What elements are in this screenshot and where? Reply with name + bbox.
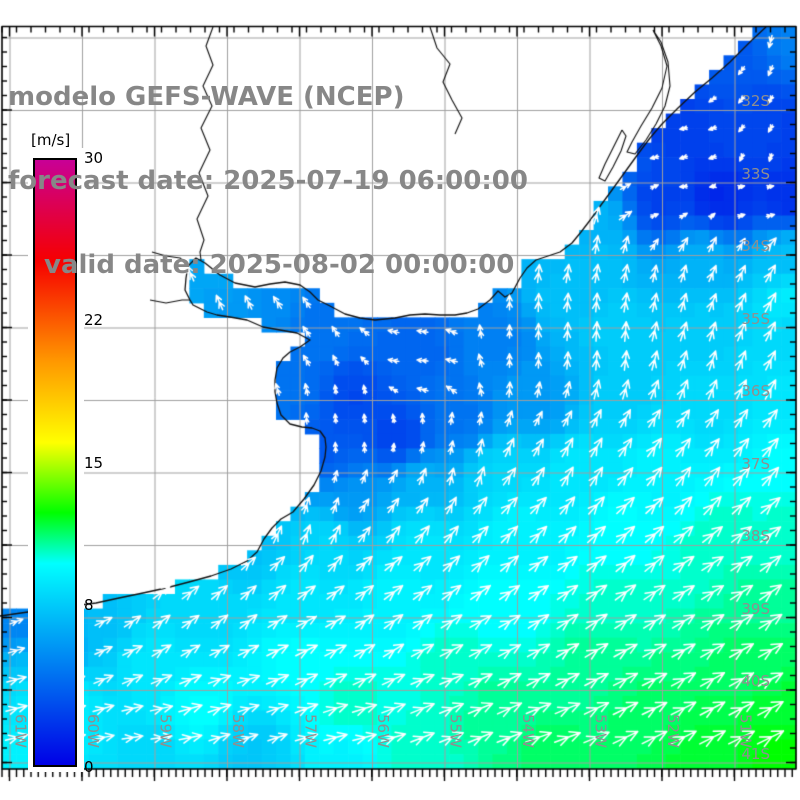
lat-label-32S: 32S: [741, 92, 770, 110]
lat-label-40S: 40S: [741, 672, 770, 690]
lat-label-33S: 33S: [741, 164, 770, 183]
lon-label-54W: 54W: [519, 714, 537, 748]
lon-label-59W: 59W: [156, 714, 175, 748]
title-block: modelo GEFS-WAVE (NCEP) forecast date: 2…: [8, 27, 528, 335]
colorbar-tick-30: 30: [84, 149, 104, 167]
lat-label-34S: 34S: [741, 237, 770, 255]
lon-label-53W: 53W: [591, 714, 610, 748]
lat-label-35S: 35S: [741, 309, 770, 328]
colorbar-tick-22: 22: [84, 311, 104, 330]
lat-label-36S: 36S: [741, 382, 770, 400]
lon-label-52W: 52W: [664, 714, 682, 748]
lat-label-38S: 38S: [741, 527, 770, 545]
lon-label-56W: 56W: [374, 714, 392, 748]
lon-label-57W: 57W: [301, 714, 320, 748]
lon-label-61W: 61W: [11, 714, 30, 748]
colorbar-tick-0: 0: [84, 758, 94, 776]
title-forecast-date: forecast date: 2025-07-19 06:00:00: [8, 166, 528, 196]
lon-label-58W: 58W: [229, 714, 247, 748]
colorbar-tick-8: 8: [84, 595, 94, 614]
title-model: modelo GEFS-WAVE (NCEP): [8, 82, 405, 112]
lat-label-37S: 37S: [741, 454, 770, 473]
colorbar: [33, 158, 77, 767]
lon-label-55W: 55W: [446, 714, 465, 748]
lat-label-41S: 41S: [741, 744, 770, 763]
colorbar-unit-label: [m/s]: [31, 131, 71, 149]
lat-label-39S: 39S: [741, 599, 770, 618]
lon-label-60W: 60W: [84, 714, 102, 748]
title-valid-date: valid date: 2025-08-02 00:00:00: [44, 250, 515, 280]
colorbar-tick-15: 15: [84, 453, 104, 472]
lon-label-51W: 51W: [736, 714, 755, 748]
